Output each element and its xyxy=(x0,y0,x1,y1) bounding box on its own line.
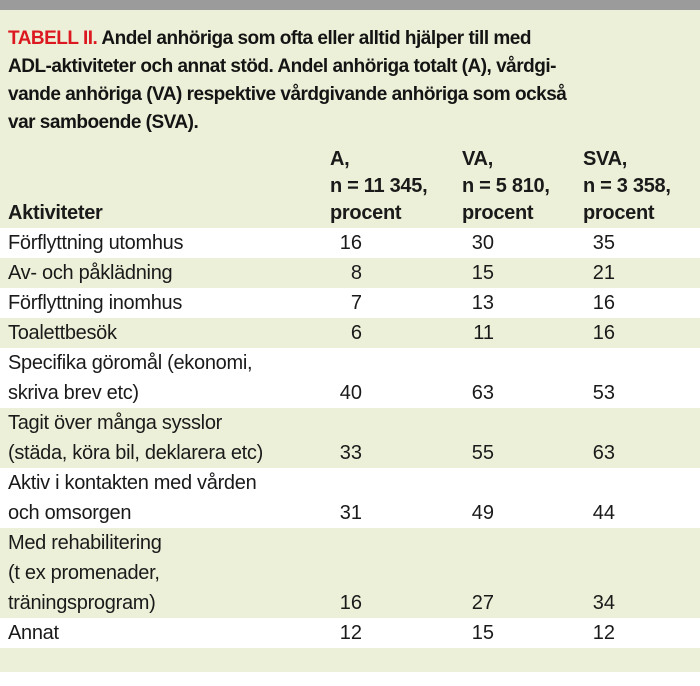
value-va: 15 xyxy=(471,262,494,284)
table-row: Annat 12 15 12 xyxy=(0,618,700,648)
activity-label: Med rehabilitering (t ex promenader, trä… xyxy=(8,532,162,614)
value-a: 16 xyxy=(339,592,362,614)
activity-label: Specifika göromål (ekonomi, skriva brev … xyxy=(8,352,253,404)
table-caption: TABELL II. Andel anhöriga som ofta eller… xyxy=(0,10,700,137)
value-a: 12 xyxy=(339,622,362,644)
table-row: Aktiv i kontakten med vården och omsorge… xyxy=(0,468,700,528)
value-va: 13 xyxy=(471,292,494,314)
value-va: 15 xyxy=(471,622,494,644)
table-row: Förflyttning utomhus 16 30 35 xyxy=(0,228,700,258)
value-sva: 21 xyxy=(592,262,615,284)
value-sva: 44 xyxy=(592,502,615,524)
value-va: 30 xyxy=(471,232,494,254)
table-panel: TABELL II. Andel anhöriga som ofta eller… xyxy=(0,10,700,672)
value-sva: 53 xyxy=(592,382,615,404)
value-sva: 35 xyxy=(592,232,615,254)
activity-label: Aktiv i kontakten med vården och omsorge… xyxy=(8,472,257,524)
table-row: Av- och påklädning 8 15 21 xyxy=(0,258,700,288)
activity-label: Förflyttning utomhus xyxy=(8,232,184,254)
activity-label: Toalettbesök xyxy=(8,322,117,344)
top-divider-bar xyxy=(0,0,700,10)
column-header-va: VA, n = 5 810, procent xyxy=(462,148,550,224)
value-va: 27 xyxy=(471,592,494,614)
value-sva: 34 xyxy=(592,592,615,614)
value-va: 63 xyxy=(471,382,494,404)
value-a: 6 xyxy=(350,322,362,344)
value-sva: 12 xyxy=(592,622,615,644)
table-row: Tagit över många sysslor (städa, köra bi… xyxy=(0,408,700,468)
table-row: Förflyttning inomhus 7 13 16 xyxy=(0,288,700,318)
table-header-row: Aktiviteter A, n = 11 345, procent VA, n… xyxy=(0,146,700,228)
value-a: 40 xyxy=(339,382,362,404)
value-sva: 16 xyxy=(592,292,615,314)
value-a: 8 xyxy=(350,262,362,284)
table-row: Med rehabilitering (t ex promenader, trä… xyxy=(0,528,700,618)
table-caption-text: Andel anhöriga som ofta eller alltid hjä… xyxy=(8,28,567,133)
column-header-a: A, n = 11 345, procent xyxy=(330,148,428,224)
column-header-sva: SVA, n = 3 358, procent xyxy=(583,148,671,224)
value-a: 16 xyxy=(339,232,362,254)
activity-label: Av- och påklädning xyxy=(8,262,173,284)
value-a: 33 xyxy=(339,442,362,464)
activity-label: Tagit över många sysslor (städa, köra bi… xyxy=(8,412,263,464)
value-a: 31 xyxy=(339,502,362,524)
activity-label: Annat xyxy=(8,622,59,644)
column-header-aktiviteter: Aktiviteter xyxy=(8,202,103,224)
activity-label: Förflyttning inomhus xyxy=(8,292,183,314)
table-number-label: TABELL II. xyxy=(8,28,98,49)
value-va: 49 xyxy=(471,502,494,524)
value-sva: 63 xyxy=(592,442,615,464)
table-row: Toalettbesök 6 11 16 xyxy=(0,318,700,348)
value-va: 11 xyxy=(473,322,494,344)
value-va: 55 xyxy=(471,442,494,464)
table-row: Specifika göromål (ekonomi, skriva brev … xyxy=(0,348,700,408)
value-sva: 16 xyxy=(592,322,615,344)
value-a: 7 xyxy=(350,292,362,314)
